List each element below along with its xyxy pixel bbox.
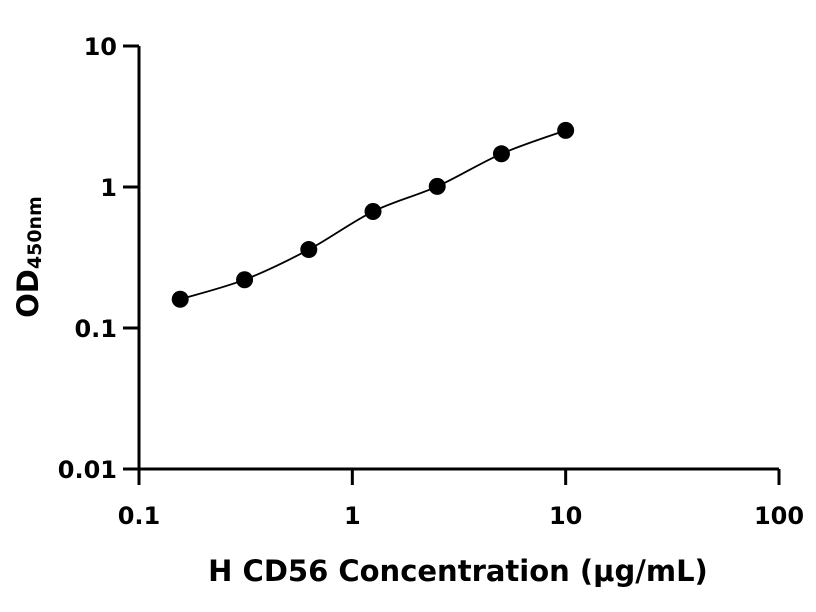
x-axis-title: H CD56 Concentration (μg/mL) [208, 554, 708, 588]
data-point [364, 203, 382, 221]
data-point [557, 121, 575, 139]
y-axis-title: OD450nm [11, 196, 46, 318]
data-points [171, 121, 575, 308]
y-axis-title-subscript: 450nm [24, 196, 46, 269]
x-tick-label: 100 [754, 502, 804, 530]
data-point [492, 145, 510, 163]
y-axis-title-main: OD [11, 269, 45, 318]
data-point [236, 271, 254, 289]
x-tick-label: 0.1 [118, 502, 161, 530]
data-point [428, 177, 446, 195]
data-point [300, 241, 318, 259]
x-tick-label: 1 [344, 502, 361, 530]
plot-area [171, 121, 575, 308]
y-tick-label: 0.01 [58, 456, 117, 484]
y-tick-label: 1 [100, 174, 117, 202]
x-tick-label: 10 [549, 502, 582, 530]
y-tick-label: 10 [84, 33, 117, 61]
data-point [171, 290, 189, 308]
y-tick-label: 0.1 [74, 315, 117, 343]
